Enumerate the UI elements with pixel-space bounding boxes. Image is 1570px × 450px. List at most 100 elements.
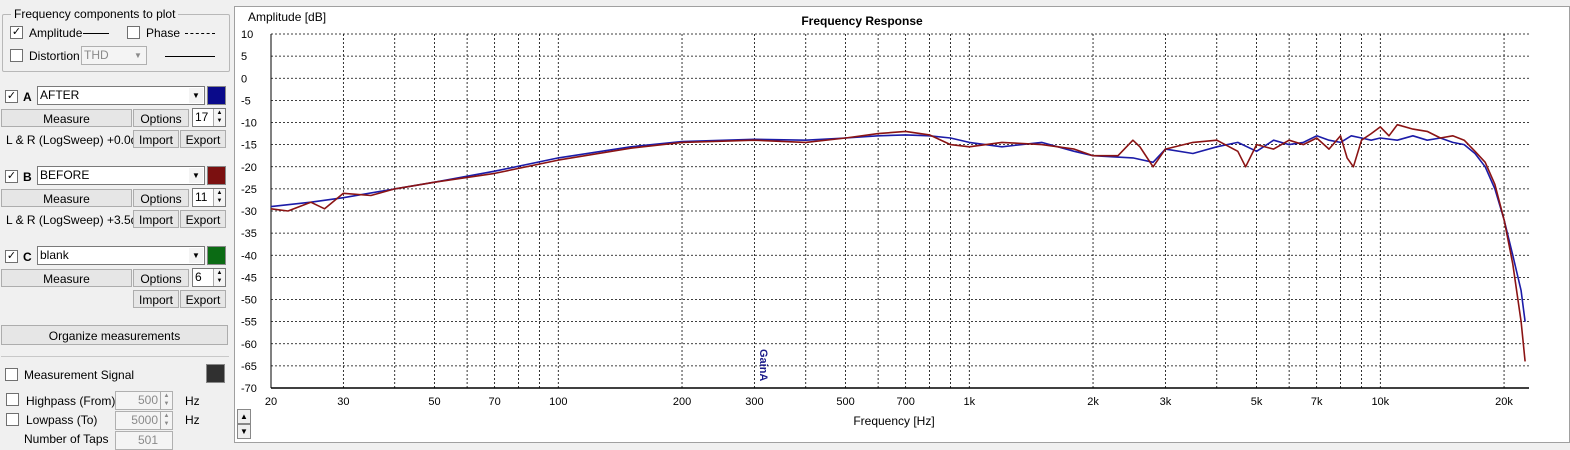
measurement-a-color[interactable] (207, 86, 226, 105)
chevron-down-icon[interactable]: ▼ (189, 168, 203, 183)
measurement-c-color[interactable] (207, 246, 226, 265)
series-line-0 (270, 134, 1526, 322)
spin-arrows-icon[interactable]: ▲ ▼ (160, 392, 172, 409)
lowpass-checkbox[interactable] (6, 413, 19, 426)
measurement-b-export-button[interactable]: Export (180, 210, 226, 228)
x-tick-label: 100 (549, 396, 567, 408)
measurement-a-options-button[interactable]: Options (133, 109, 189, 127)
lowpass-unit: Hz (185, 413, 200, 427)
taps-label: Number of Taps (24, 432, 109, 446)
spin-arrows-icon[interactable]: ▲ ▼ (213, 109, 225, 126)
phase-label: Phase (146, 26, 181, 40)
lowpass-value: 5000 (131, 413, 158, 427)
x-axis-label: Frequency [Hz] (853, 414, 934, 428)
measurement-a-measure-button[interactable]: Measure (1, 109, 132, 127)
measurement-a-name-input[interactable]: AFTER ▼ (37, 86, 205, 105)
y-tick-label: -65 (241, 361, 257, 373)
measurement-b-group: ✓ B BEFORE ▼ Measure Options 11 ▲ ▼ L & R… (0, 162, 229, 232)
x-tick-label: 20k (1495, 396, 1513, 408)
measurement-b-color[interactable] (207, 166, 226, 185)
measurement-signal-checkbox[interactable] (5, 368, 18, 381)
phase-checkbox[interactable] (127, 26, 140, 39)
measurement-c-options-button[interactable]: Options (133, 269, 189, 287)
spin-arrows-icon[interactable]: ▲ ▼ (160, 412, 172, 429)
marker-group: GainA (757, 349, 769, 381)
spin-arrows-icon[interactable]: ▲ ▼ (213, 269, 225, 286)
y-tick-label: -60 (241, 339, 257, 351)
taps-input[interactable]: 501 (115, 431, 173, 450)
y-tick-label: -55 (241, 317, 257, 329)
y-tick-label: -70 (241, 383, 257, 395)
x-tick-labels: 20 30 50 70 100 200 300 500 700 1k 2k 3k 5k 7k 10k 20k (265, 396, 1514, 408)
x-tick-label: 300 (745, 396, 763, 408)
highpass-unit: Hz (185, 394, 200, 408)
lowpass-input[interactable]: 5000 ▲ ▼ (115, 411, 173, 430)
amplitude-checkbox[interactable]: ✓ (10, 26, 23, 39)
measurement-b-name-input[interactable]: BEFORE ▼ (37, 166, 205, 185)
y-tick-label: 5 (241, 51, 247, 63)
measurement-c-count-value: 6 (195, 270, 202, 284)
distortion-select[interactable]: THD ▼ (81, 46, 147, 65)
x-tick-label: 70 (488, 396, 500, 408)
measurement-c-name: blank (40, 248, 69, 262)
measurement-b-measure-button[interactable]: Measure (1, 189, 132, 207)
y-tick-label: -10 (241, 118, 257, 130)
measurement-b-options-button[interactable]: Options (133, 189, 189, 207)
distortion-line-sample (165, 56, 215, 57)
frequency-response-plot[interactable]: 1050-5-10-15-20-25-30-35-40-45-50-55-60-… (235, 7, 1569, 442)
measurement-signal-color[interactable] (206, 364, 225, 383)
measurement-c-name-input[interactable]: blank ▼ (37, 246, 205, 265)
y-tick-label: -40 (241, 250, 257, 262)
measurement-b-count[interactable]: 11 ▲ ▼ (192, 188, 226, 207)
y-tick-label: -20 (241, 162, 257, 174)
measurement-a-export-button[interactable]: Export (180, 130, 226, 148)
grid (270, 33, 1529, 389)
measurement-b-import-button[interactable]: Import (133, 210, 179, 228)
x-tick-label: 200 (673, 396, 691, 408)
x-tick-label: 1k (963, 396, 975, 408)
y-tick-label: -5 (241, 95, 251, 107)
taps-value: 501 (137, 433, 158, 447)
measurement-c-export-button[interactable]: Export (180, 290, 226, 308)
measurement-a-info: L & R (LogSweep) +0.0dB (6, 133, 146, 147)
organize-measurements-button[interactable]: Organize measurements (1, 325, 228, 345)
components-group: Frequency components to plot ✓ Amplitude… (2, 7, 230, 72)
measurement-signal-label: Measurement Signal (24, 368, 135, 382)
chevron-down-icon[interactable]: ▼ (189, 88, 203, 103)
x-tick-label: 2k (1087, 396, 1099, 408)
frequency-response-chart[interactable]: 10 5 0 -5 -10 -15 -20 -25 -30 -35 -40 -45 -50 -55 -60-… (234, 6, 1570, 443)
series-lines (270, 123, 1526, 362)
x-tick-label: 50 (428, 396, 440, 408)
y-tick-label: -45 (241, 272, 257, 284)
y-tick-labels: 10 5 0 -5 -10 -15 -20 -25 -30 -35 -40 -45 -50 -55 -60 -… (241, 29, 257, 395)
measurement-b-checkbox[interactable]: ✓ (5, 170, 18, 183)
x-tick-label: 10k (1371, 396, 1389, 408)
spin-arrows-icon[interactable]: ▲ ▼ (213, 189, 225, 206)
measurement-b-letter: B (23, 170, 32, 184)
y-tick-label: -25 (241, 184, 257, 196)
measurement-c-measure-button[interactable]: Measure (1, 269, 132, 287)
measurement-a-checkbox[interactable]: ✓ (5, 90, 18, 103)
zoom-down-button[interactable]: ▼ (237, 424, 251, 439)
measurement-c-count[interactable]: 6 ▲ ▼ (192, 268, 226, 287)
measurement-c-import-button[interactable]: Import (133, 290, 179, 308)
lowpass-label: Lowpass (To) (26, 413, 98, 427)
y-tick-label: 0 (241, 73, 247, 85)
amplitude-label: Amplitude (29, 26, 83, 40)
y-axis-label: Amplitude [dB] (248, 10, 326, 24)
measurement-a-import-button[interactable]: Import (133, 130, 179, 148)
phase-line-sample (185, 33, 215, 34)
zoom-up-button[interactable]: ▲ (237, 409, 251, 424)
x-tick-label: 30 (337, 396, 349, 408)
measurement-a-count[interactable]: 17 ▲ ▼ (192, 108, 226, 127)
chevron-down-icon: ▼ (131, 48, 145, 63)
measurement-b-name: BEFORE (40, 168, 90, 182)
highpass-input[interactable]: 500 ▲ ▼ (115, 391, 173, 410)
y-tick-label: -35 (241, 228, 257, 240)
measurement-c-checkbox[interactable]: ✓ (5, 250, 18, 263)
distortion-checkbox[interactable] (10, 49, 23, 62)
y-tick-label: -15 (241, 140, 257, 152)
chevron-down-icon[interactable]: ▼ (189, 248, 203, 263)
highpass-checkbox[interactable] (6, 393, 19, 406)
control-panel: Frequency components to plot ✓ Amplitude… (0, 0, 232, 450)
